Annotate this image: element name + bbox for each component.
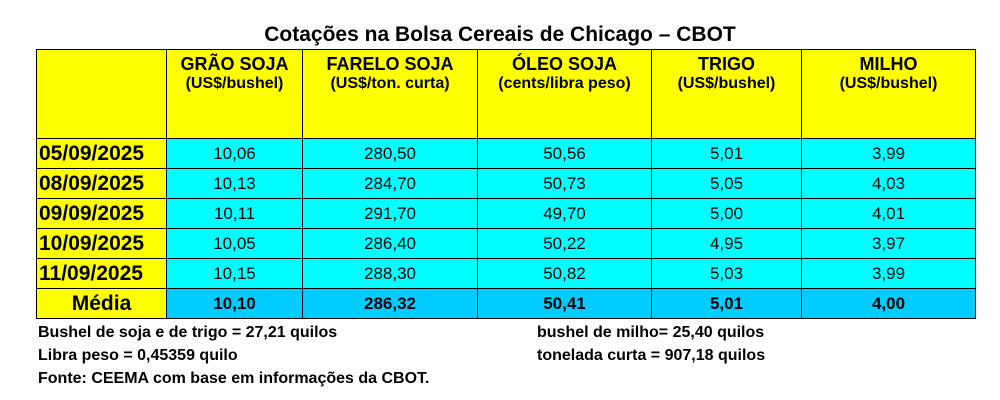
average-row: Média 10,10 286,32 50,41 5,01 4,00 (36, 288, 976, 319)
quotes-table: GRÃO SOJA (US$/bushel) FARELO SOJA (US$/… (36, 49, 976, 319)
cell-grao-soja: 10,06 (166, 138, 303, 169)
row-date: 10/09/2025 (36, 228, 167, 259)
row-date: 09/09/2025 (36, 198, 167, 229)
column-unit: (US$/bushel) (185, 75, 284, 92)
cell-grao-soja: 10,05 (166, 228, 303, 259)
cell-milho: 3,99 (801, 258, 976, 289)
column-unit: (US$/bushel) (677, 75, 776, 92)
header-cell-farelo-soja: FARELO SOJA (US$/ton. curta) (302, 49, 478, 139)
column-name: ÓLEO SOJA (511, 54, 618, 74)
average-oleo-soja: 50,41 (477, 288, 652, 319)
header-cell-grao-soja: GRÃO SOJA (US$/bushel) (166, 49, 303, 139)
cell-grao-soja: 10,15 (166, 258, 303, 289)
note-bushel-milho: bushel de milho= 25,40 quilos (537, 324, 765, 341)
average-farelo-soja: 286,32 (302, 288, 478, 319)
column-unit: (cents/libra peso) (498, 75, 631, 92)
cell-oleo-soja: 50,73 (477, 168, 652, 199)
row-date: 08/09/2025 (36, 168, 167, 199)
column-name: TRIGO (698, 54, 755, 74)
cell-oleo-soja: 49,70 (477, 198, 652, 229)
note-bushel-soja-trigo: Bushel de soja e de trigo = 27,21 quilos (38, 324, 338, 341)
header-row: GRÃO SOJA (US$/bushel) FARELO SOJA (US$/… (36, 49, 976, 139)
cell-farelo-soja: 291,70 (302, 198, 478, 229)
cell-oleo-soja: 50,56 (477, 138, 652, 169)
column-unit: (US$/ton. curta) (330, 75, 450, 92)
cell-farelo-soja: 280,50 (302, 138, 478, 169)
note-fonte: Fonte: CEEMA com base em informações da … (38, 370, 430, 387)
cell-farelo-soja: 286,40 (302, 228, 478, 259)
note-tonelada-curta: tonelada curta = 907,18 quilos (537, 347, 766, 364)
page-title: Cotações na Bolsa Cereais de Chicago – C… (264, 23, 736, 46)
row-date: 05/09/2025 (36, 138, 167, 169)
cell-grao-soja: 10,13 (166, 168, 303, 199)
cell-oleo-soja: 50,22 (477, 228, 652, 259)
cell-milho: 3,97 (801, 228, 976, 259)
cell-milho: 4,01 (801, 198, 976, 229)
table-row: 10/09/2025 10,05 286,40 50,22 4,95 3,97 (36, 228, 976, 259)
header-corner-cell (36, 49, 167, 139)
cell-trigo: 4,95 (651, 228, 802, 259)
cell-farelo-soja: 288,30 (302, 258, 478, 289)
cell-trigo: 5,05 (651, 168, 802, 199)
column-name: GRÃO SOJA (180, 54, 289, 74)
note-libra-peso: Libra peso = 0,45359 quilo (38, 347, 238, 364)
cell-trigo: 5,00 (651, 198, 802, 229)
header-cell-trigo: TRIGO (US$/bushel) (651, 49, 802, 139)
cell-farelo-soja: 284,70 (302, 168, 478, 199)
cell-trigo: 5,03 (651, 258, 802, 289)
column-name: FARELO SOJA (326, 54, 454, 74)
average-label: Média (36, 288, 167, 319)
table-row: 09/09/2025 10,11 291,70 49,70 5,00 4,01 (36, 198, 976, 229)
table-row: 11/09/2025 10,15 288,30 50,82 5,03 3,99 (36, 258, 976, 289)
cell-milho: 3,99 (801, 138, 976, 169)
cell-milho: 4,03 (801, 168, 976, 199)
table-row: 08/09/2025 10,13 284,70 50,73 5,05 4,03 (36, 168, 976, 199)
cell-trigo: 5,01 (651, 138, 802, 169)
cell-grao-soja: 10,11 (166, 198, 303, 229)
column-unit: (US$/bushel) (839, 75, 938, 92)
average-milho: 4,00 (801, 288, 976, 319)
row-date: 11/09/2025 (36, 258, 167, 289)
average-grao-soja: 10,10 (166, 288, 303, 319)
table-row: 05/09/2025 10,06 280,50 50,56 5,01 3,99 (36, 138, 976, 169)
column-name: MILHO (859, 54, 918, 74)
average-trigo: 5,01 (651, 288, 802, 319)
header-cell-oleo-soja: ÓLEO SOJA (cents/libra peso) (477, 49, 652, 139)
header-cell-milho: MILHO (US$/bushel) (801, 49, 976, 139)
cell-oleo-soja: 50,82 (477, 258, 652, 289)
